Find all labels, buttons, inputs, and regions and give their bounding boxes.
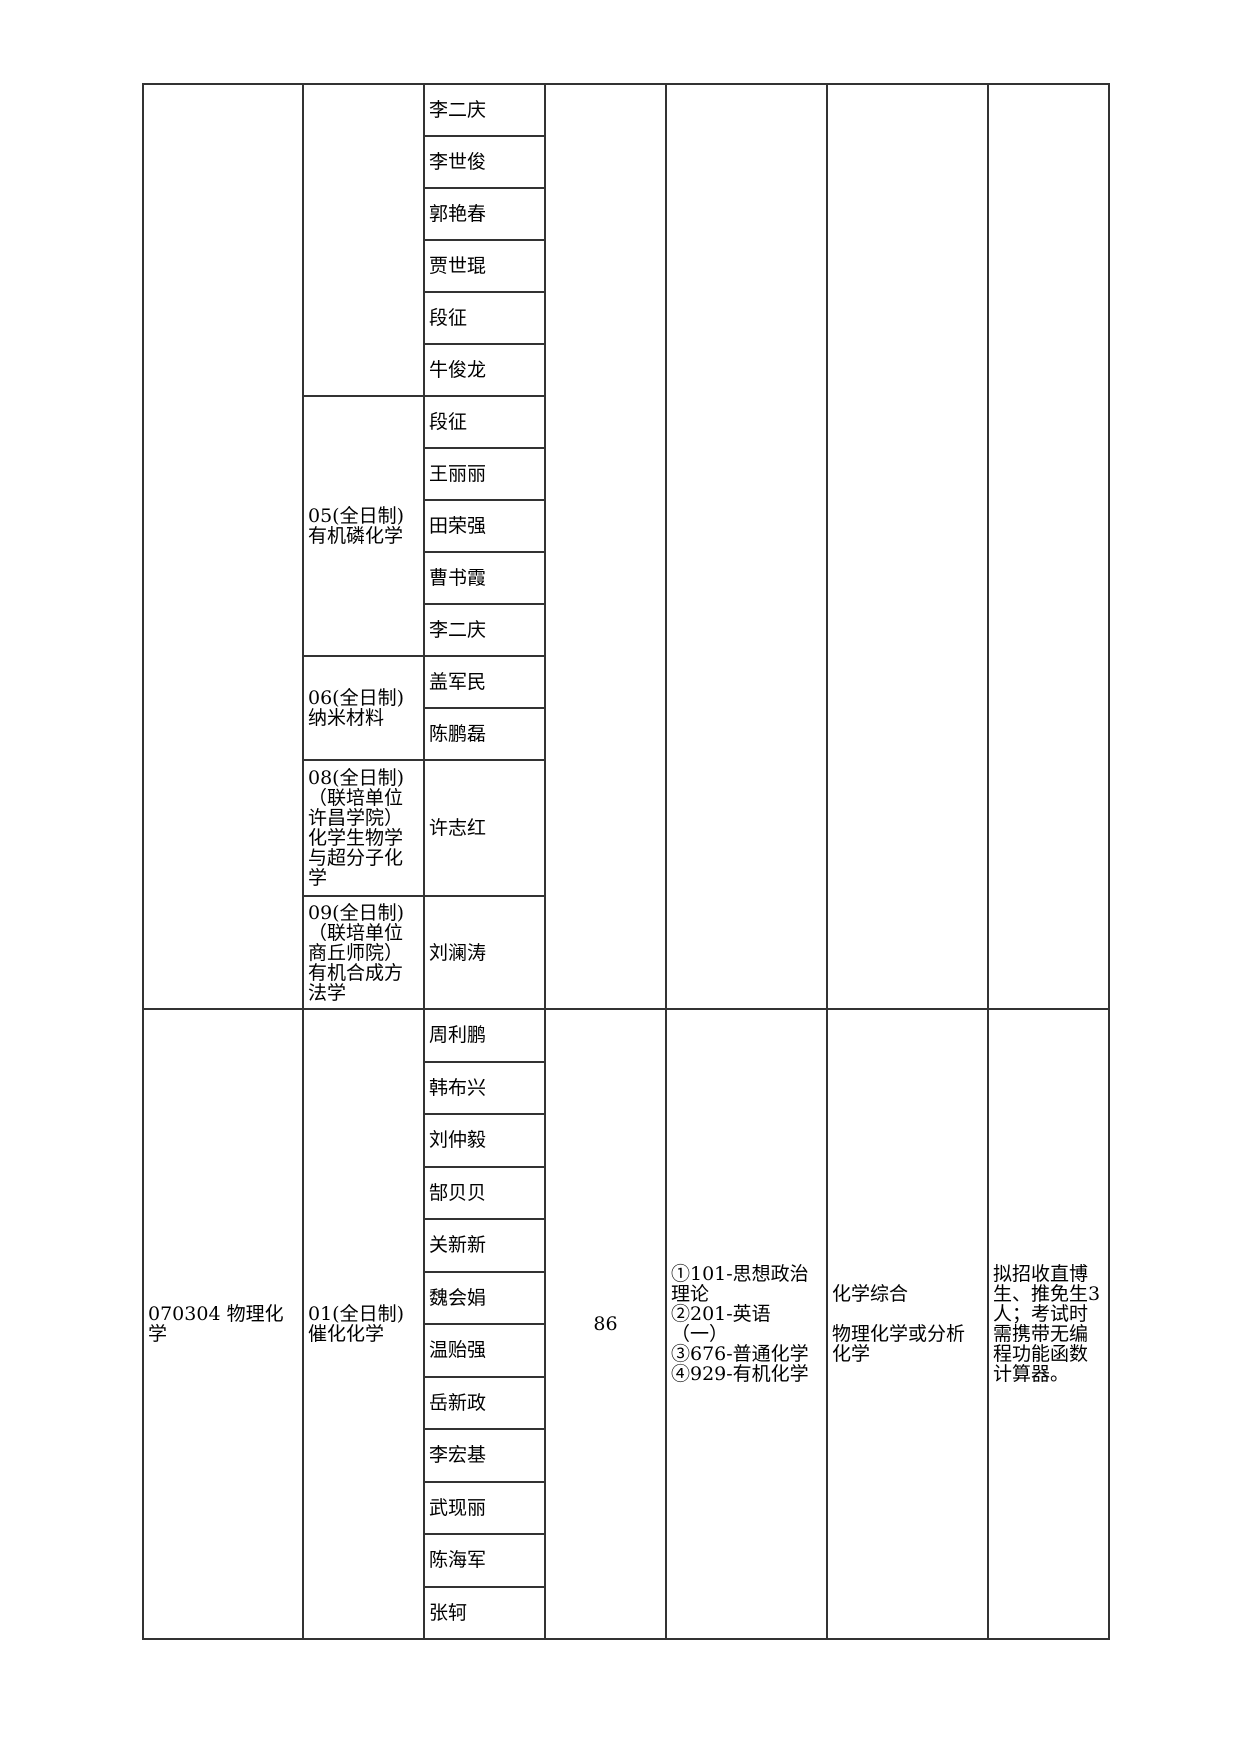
advisor-cell: 刘仲毅 <box>423 1113 546 1168</box>
advisor-cell: 李二庆 <box>423 603 546 657</box>
direction-cell: 01(全日制)催化化学 <box>302 1008 425 1640</box>
advisor-cell: 郜贝贝 <box>423 1165 546 1220</box>
quota-cell: 86 <box>544 1008 667 1640</box>
advisor-cell: 盖军民 <box>423 655 546 709</box>
major-cell-empty <box>142 83 304 1010</box>
exam-subjects-cell: ①101-思想政治理论 ②201-英语（一） ③676-普通化学 ④929-有机… <box>665 1008 828 1640</box>
remarks-cell: 拟招收直博生、推免生3人；考试时需携带无编程功能函数计算器。 <box>987 1008 1110 1640</box>
advisor-cell: 李二庆 <box>423 83 546 137</box>
advisor-cell: 关新新 <box>423 1218 546 1273</box>
advisor-cell: 陈鹏磊 <box>423 707 546 761</box>
direction-cell: 09(全日制)（联培单位商丘师院）有机合成方法学 <box>302 895 425 1010</box>
direction-cell-empty <box>302 83 425 397</box>
advisor-cell: 温贻强 <box>423 1323 546 1378</box>
retest-cell: 化学综合 物理化学或分析化学 <box>826 1008 989 1640</box>
advisor-cell: 郭艳春 <box>423 187 546 241</box>
advisor-cell: 武现丽 <box>423 1480 546 1535</box>
retest-cell-empty <box>826 83 989 1010</box>
advisor-cell: 王丽丽 <box>423 447 546 501</box>
advisor-cell: 牛俊龙 <box>423 343 546 397</box>
advisor-cell: 陈海军 <box>423 1533 546 1588</box>
advisor-cell: 曹书霞 <box>423 551 546 605</box>
advisor-cell: 刘澜涛 <box>423 895 546 1010</box>
major-cell: 070304 物理化学 <box>142 1008 304 1640</box>
quota-cell-empty <box>544 83 667 1010</box>
exam-cell-empty <box>665 83 828 1010</box>
advisor-cell: 韩布兴 <box>423 1060 546 1115</box>
direction-cell: 05(全日制)有机磷化学 <box>302 395 425 657</box>
direction-cell: 06(全日制)纳米材料 <box>302 655 425 761</box>
advisor-cell: 李世俊 <box>423 135 546 189</box>
advisor-cell: 贾世琨 <box>423 239 546 293</box>
advisor-cell: 岳新政 <box>423 1375 546 1430</box>
advisor-cell: 段征 <box>423 395 546 449</box>
advisor-cell: 周利鹏 <box>423 1008 546 1063</box>
advisor-cell: 魏会娟 <box>423 1270 546 1325</box>
advisor-cell: 张轲 <box>423 1585 546 1640</box>
advisor-cell: 田荣强 <box>423 499 546 553</box>
advisor-cell: 段征 <box>423 291 546 345</box>
admissions-table: 李二庆 李世俊 郭艳春 贾世琨 段征 牛俊龙 05(全日制)有机磷化学 段征 王… <box>142 83 1110 1640</box>
advisor-cell: 许志红 <box>423 759 546 897</box>
remarks-cell-empty <box>987 83 1110 1010</box>
advisor-cell: 李宏基 <box>423 1428 546 1483</box>
direction-cell: 08(全日制)（联培单位许昌学院）化学生物学与超分子化学 <box>302 759 425 897</box>
